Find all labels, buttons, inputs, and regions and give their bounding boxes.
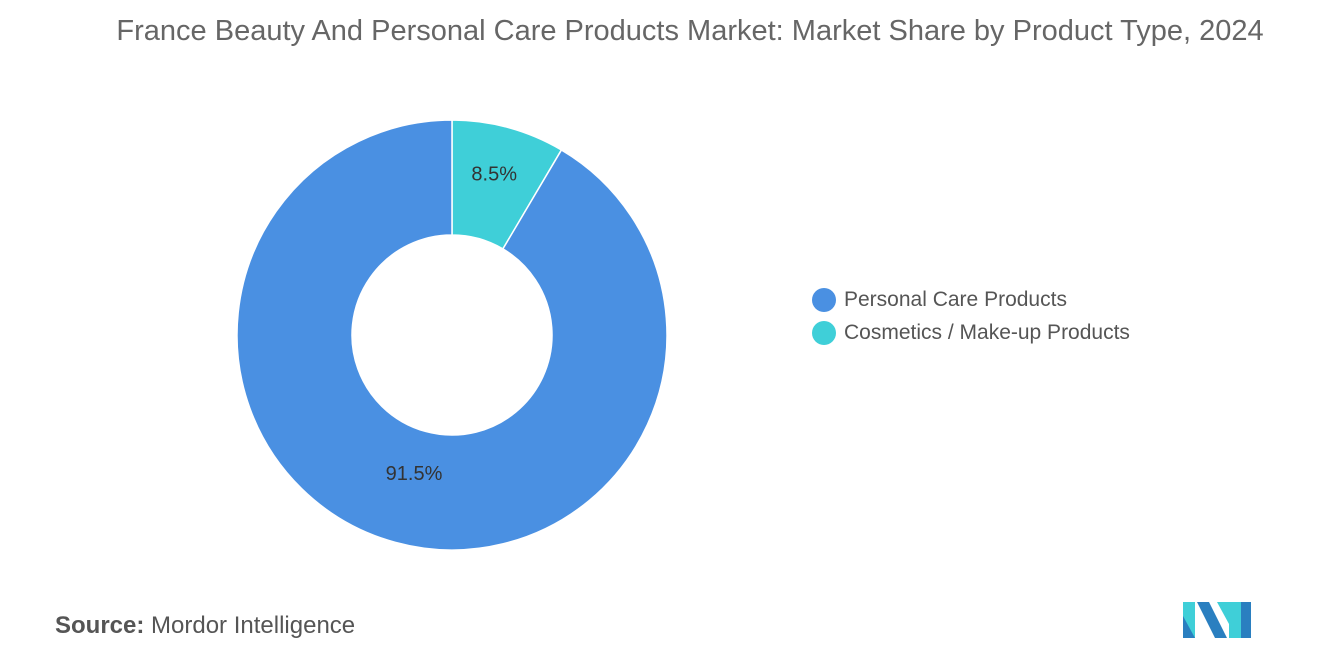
legend-label: Cosmetics / Make-up Products: [844, 320, 1130, 344]
data-label: 8.5%: [471, 163, 517, 185]
legend-item-cosmetics: Cosmetics / Make-up Products: [812, 316, 1130, 349]
source-note: Source: Mordor Intelligence: [55, 612, 355, 640]
mordor-logo: [1183, 602, 1251, 638]
source-value: Mordor Intelligence: [151, 612, 356, 639]
source-label: Source:: [55, 612, 145, 639]
chart-title: France Beauty And Personal Care Products…: [116, 15, 1264, 47]
legend-label: Personal Care Products: [844, 287, 1067, 311]
legend-swatch: [812, 320, 836, 345]
legend-item-personal-care: Personal Care Products: [812, 283, 1130, 316]
legend: Personal Care Products Cosmetics / Make-…: [812, 283, 1130, 349]
donut-slice-0: [236, 119, 668, 551]
data-label: 91.5%: [386, 463, 443, 485]
legend-swatch: [812, 287, 836, 312]
